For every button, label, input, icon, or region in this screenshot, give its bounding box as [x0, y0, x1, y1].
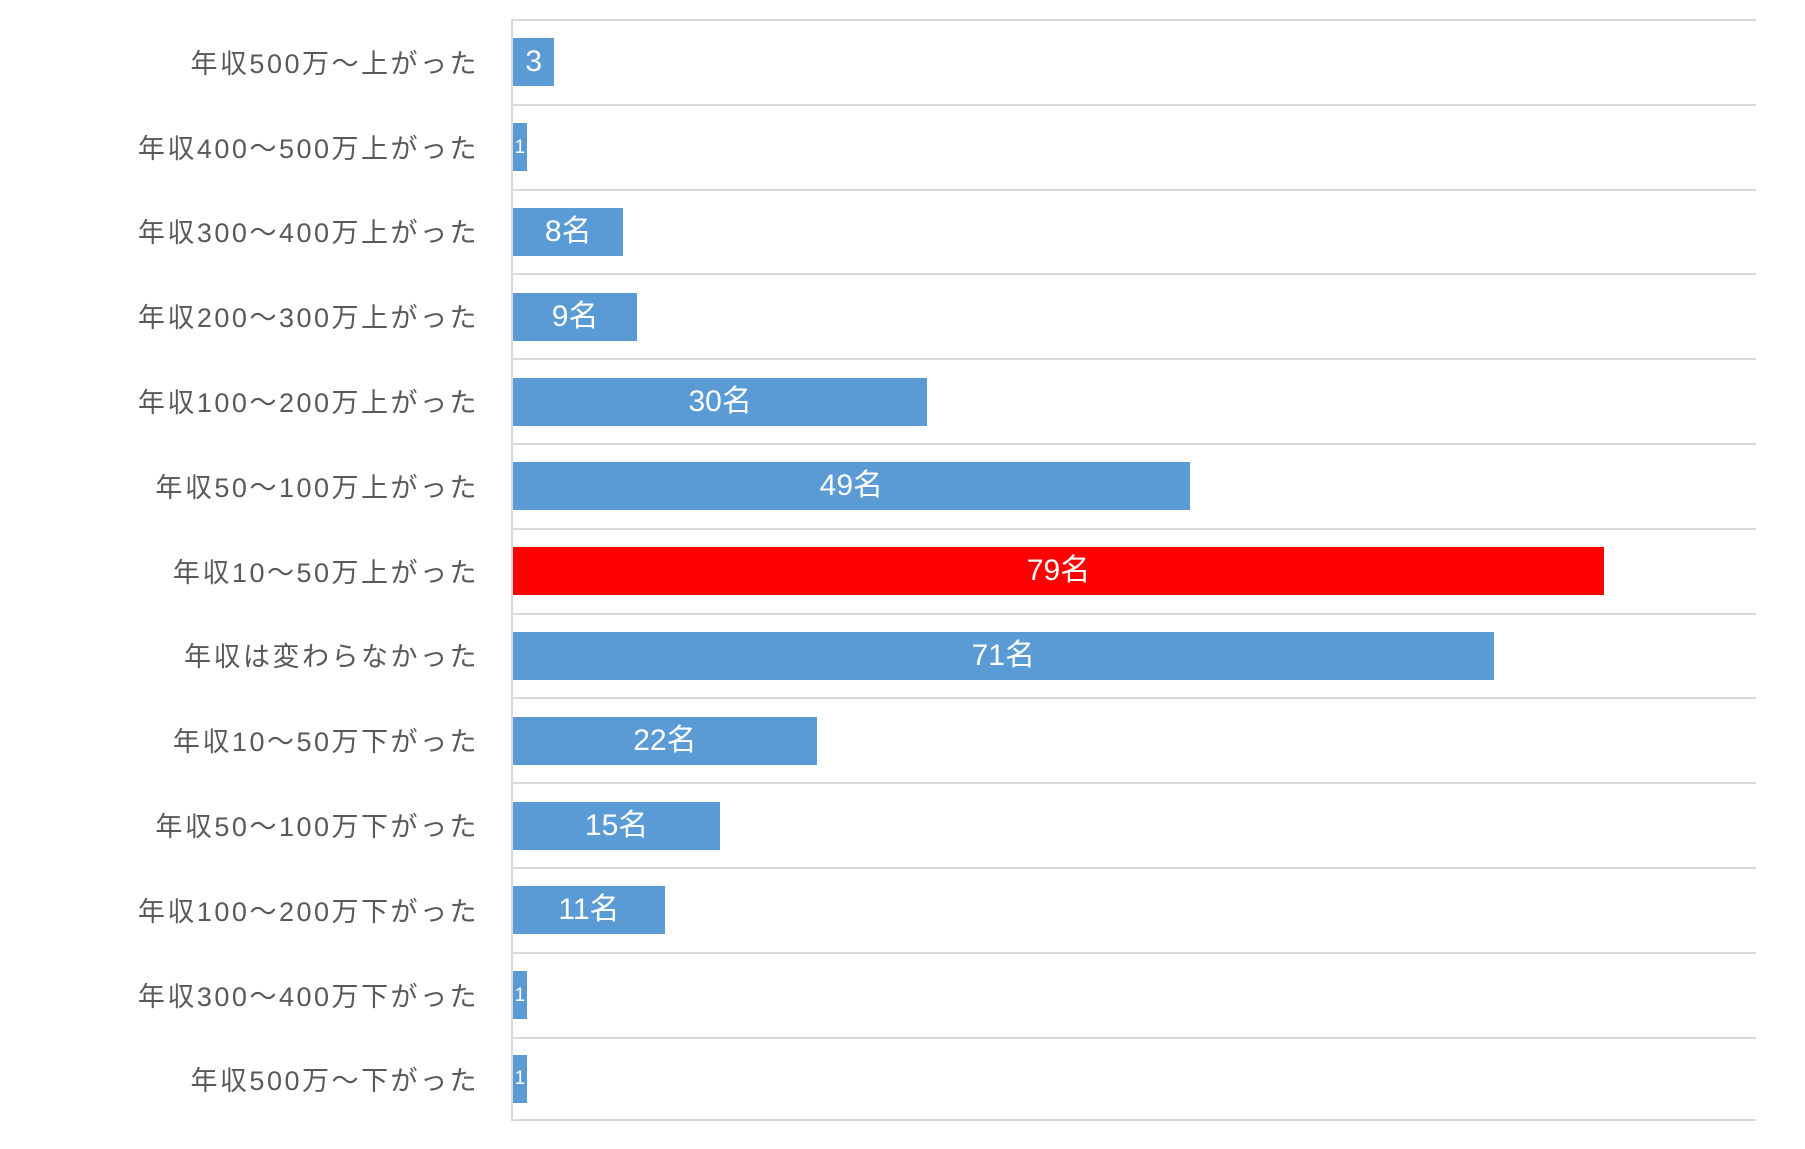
- bar: 11名: [513, 886, 665, 935]
- chart-row: 年収200～300万上がった 9名: [0, 273, 1758, 359]
- bar: 30名: [513, 377, 928, 426]
- bar-value-label: 79名: [1026, 554, 1091, 588]
- chart-row: 年収50～100万上がった 49名: [0, 442, 1758, 528]
- chart-row: 年収10～50万下がった 22名: [0, 697, 1758, 783]
- bar: 1: [513, 1054, 527, 1103]
- plot-cell: 1: [511, 1036, 1756, 1122]
- category-label: 年収は変わらなかった: [184, 642, 479, 673]
- bar-value-label: 3: [525, 45, 543, 79]
- chart-row: 年収300～400万下がった 1: [0, 951, 1758, 1037]
- bar-chart: 年収500万～上がった 3 年収400～500万上がった 1 年収300～400万上がっ…: [0, 19, 1758, 1122]
- bar: 3: [513, 38, 555, 87]
- bar-value-label: 71名: [971, 638, 1035, 672]
- category-label: 年収200～300万上がった: [137, 303, 479, 334]
- category-label: 年収100～200万上がった: [137, 388, 479, 419]
- bar-value-label: 9名: [551, 299, 599, 333]
- bar: 22名: [513, 716, 817, 765]
- plot-cell: 1: [511, 951, 1756, 1037]
- bar: 1: [513, 123, 527, 172]
- bar-value-label: 15名: [584, 808, 649, 842]
- bar: 8名: [513, 207, 624, 256]
- category-label: 年収50～100万下がった: [155, 812, 479, 843]
- bar: 9名: [513, 292, 638, 341]
- chart-row: 年収50～100万下がった 15名: [0, 782, 1758, 867]
- category-label: 年収400～500万上がった: [137, 133, 479, 164]
- bar: 1: [513, 971, 527, 1020]
- chart-row: 年収100～200万下がった 11名: [0, 866, 1758, 952]
- bar-value-label: 1: [514, 1068, 526, 1090]
- chart-rows: 年収500万～上がった 3 年収400～500万上がった 1 年収300～400万上がっ…: [0, 19, 1758, 1122]
- plot-cell: 3: [511, 19, 1756, 104]
- plot-cell: 9名: [511, 273, 1756, 359]
- category-label: 年収10～50万下がった: [172, 727, 479, 758]
- bar-value-label: 49名: [819, 469, 884, 503]
- bar-value-label: 8名: [544, 214, 592, 248]
- category-label: 年収300～400万下がった: [137, 981, 479, 1012]
- plot-cell: 49名: [511, 442, 1756, 528]
- category-label: 年収300～400万上がった: [137, 218, 479, 249]
- bar: 15名: [513, 801, 721, 850]
- bar: 49名: [513, 462, 1190, 511]
- category-label: 年収500万～下がった: [190, 1066, 479, 1097]
- chart-row: 年収400～500万上がった 1: [0, 103, 1758, 189]
- plot-cell: 11名: [511, 866, 1756, 952]
- chart-row: 年収300～400万上がった 8名: [0, 188, 1758, 274]
- plot-cell: 30名: [511, 358, 1756, 443]
- category-label: 年収50～100万上がった: [155, 472, 479, 503]
- bar-value-label: 22名: [633, 723, 697, 757]
- plot-cell: 22名: [511, 697, 1756, 783]
- chart-row: 年収は変わらなかった 71名: [0, 612, 1758, 698]
- bar-value-label: 1: [514, 984, 526, 1006]
- bar-value-label: 11名: [558, 893, 620, 927]
- category-label: 年収10～50万上がった: [172, 557, 479, 588]
- bar-highlighted: 79名: [513, 547, 1605, 596]
- bar-value-label: 30名: [688, 384, 752, 418]
- plot-cell: 1: [511, 103, 1756, 189]
- plot-cell: 15名: [511, 782, 1756, 867]
- plot-cell: 71名: [511, 612, 1756, 698]
- category-label: 年収500万～上がった: [190, 48, 479, 79]
- plot-cell: 8名: [511, 188, 1756, 274]
- chart-row: 年収500万～下がった 1: [0, 1036, 1758, 1122]
- bar-value-label: 1: [514, 136, 526, 158]
- bar: 71名: [513, 631, 1494, 680]
- chart-row: 年収10～50万上がった 79名: [0, 527, 1758, 613]
- chart-row: 年収100～200万上がった 30名: [0, 358, 1758, 443]
- plot-cell: 79名: [511, 527, 1756, 613]
- category-label: 年収100～200万下がった: [137, 896, 479, 927]
- chart-row: 年収500万～上がった 3: [0, 19, 1758, 104]
